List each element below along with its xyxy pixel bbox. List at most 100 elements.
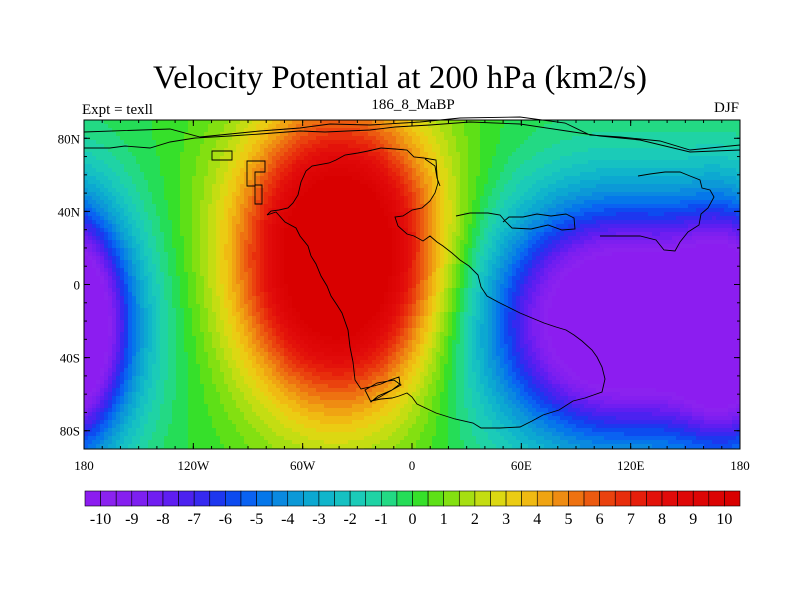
field-cell <box>428 196 433 201</box>
field-cell <box>160 240 165 245</box>
field-cell <box>628 192 633 197</box>
field-cell <box>692 164 697 169</box>
field-cell <box>220 164 225 169</box>
field-cell <box>224 220 229 225</box>
field-cell <box>352 164 357 169</box>
field-cell <box>412 224 417 229</box>
field-cell <box>268 124 273 129</box>
field-cell <box>156 164 161 169</box>
field-cell <box>668 176 673 181</box>
field-cell <box>724 232 729 237</box>
field-cell <box>116 184 121 189</box>
field-cell <box>424 136 429 141</box>
field-cell <box>328 228 333 233</box>
field-cell <box>624 200 629 205</box>
field-cell <box>592 232 597 237</box>
field-cell <box>208 184 213 189</box>
field-cell <box>660 156 665 161</box>
field-cell <box>584 168 589 173</box>
field-cell <box>380 232 385 237</box>
field-cell <box>620 212 625 217</box>
field-cell <box>112 240 117 245</box>
field-cell <box>600 196 605 201</box>
field-cell <box>364 228 369 233</box>
field-cell <box>592 148 597 153</box>
field-cell <box>320 192 325 197</box>
field-cell <box>196 120 201 125</box>
field-cell <box>540 120 545 125</box>
field-cell <box>292 176 297 181</box>
field-cell <box>312 180 317 185</box>
field-cell <box>420 224 425 229</box>
field-cell <box>576 156 581 161</box>
field-cell <box>188 168 193 173</box>
field-cell <box>540 144 545 149</box>
field-cell <box>536 204 541 209</box>
field-cell <box>368 120 373 125</box>
field-cell <box>216 232 221 237</box>
field-cell <box>616 208 621 213</box>
field-cell <box>632 228 637 233</box>
field-cell <box>156 224 161 229</box>
field-cell <box>360 176 365 181</box>
field-cell <box>616 144 621 149</box>
field-cell <box>516 132 521 137</box>
field-cell <box>168 224 173 229</box>
field-cell <box>100 176 105 181</box>
field-cell <box>236 160 241 165</box>
field-cell <box>92 224 97 229</box>
field-cell <box>720 128 725 133</box>
field-cell <box>408 172 413 177</box>
field-cell <box>308 212 313 217</box>
field-cell <box>536 236 541 241</box>
field-cell <box>696 208 701 213</box>
field-cell <box>284 140 289 145</box>
field-cell <box>456 216 461 221</box>
field-cell <box>204 160 209 165</box>
field-cell <box>228 184 233 189</box>
field-cell <box>476 208 481 213</box>
field-cell <box>216 168 221 173</box>
field-cell <box>200 148 205 153</box>
field-cell <box>132 164 137 169</box>
field-cell <box>292 232 297 237</box>
field-cell <box>612 160 617 165</box>
field-cell <box>580 124 585 129</box>
field-cell <box>664 148 669 153</box>
field-cell <box>156 236 161 241</box>
field-cell <box>152 184 157 189</box>
field-cell <box>212 200 217 205</box>
field-cell <box>276 160 281 165</box>
field-cell <box>532 200 537 205</box>
field-cell <box>652 180 657 185</box>
field-cell <box>308 152 313 157</box>
field-cell <box>708 120 713 125</box>
field-cell <box>640 140 645 145</box>
field-cell <box>684 148 689 153</box>
field-cell <box>576 168 581 173</box>
field-cell <box>552 208 557 213</box>
field-cell <box>348 220 353 225</box>
field-cell <box>600 172 605 177</box>
field-cell <box>424 168 429 173</box>
field-cell <box>612 168 617 173</box>
field-cell <box>168 240 173 245</box>
field-cell <box>344 172 349 177</box>
field-cell <box>372 176 377 181</box>
experiment-label: Expt = texll <box>82 102 153 118</box>
field-cell <box>260 240 265 245</box>
field-cell <box>720 196 725 201</box>
field-cell <box>312 128 317 133</box>
field-cell <box>384 168 389 173</box>
field-cell <box>636 188 641 193</box>
field-cell <box>292 136 297 141</box>
field-cell <box>240 152 245 157</box>
field-cell <box>512 120 517 125</box>
field-cell <box>568 176 573 181</box>
field-cell <box>228 140 233 145</box>
field-cell <box>260 128 265 133</box>
field-cell <box>84 144 89 149</box>
field-cell <box>264 192 269 197</box>
field-cell <box>268 200 273 205</box>
field-cell <box>380 172 385 177</box>
